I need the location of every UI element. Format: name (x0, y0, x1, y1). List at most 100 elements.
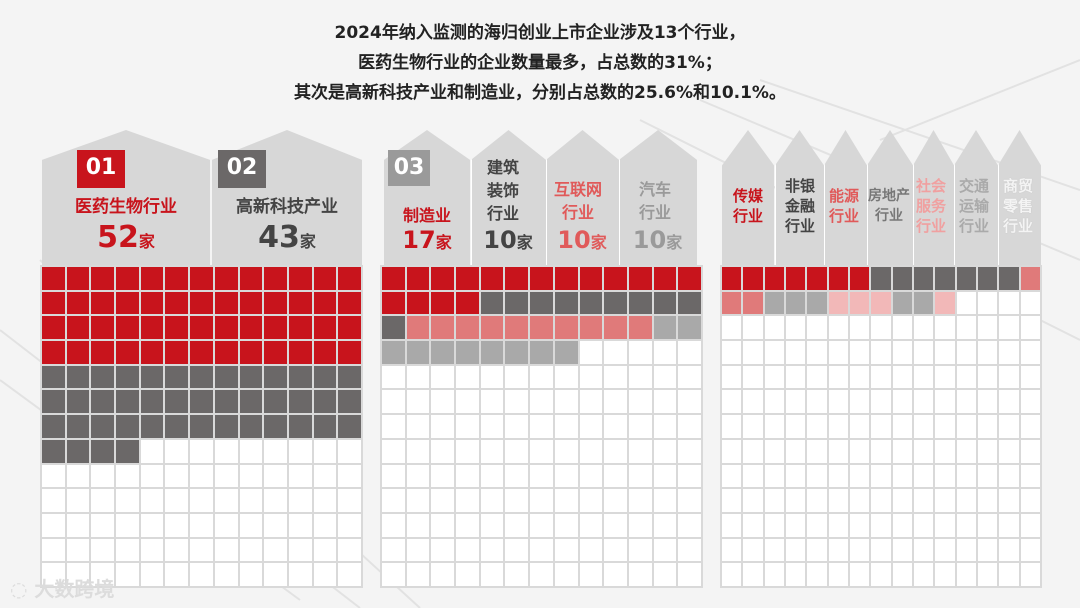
industry-label-energy: 能源行业 (828, 187, 859, 225)
count-hightech: 43家 (212, 220, 362, 255)
waffle-cell (678, 415, 701, 438)
waffle-cell (313, 439, 337, 463)
waffle-cell (628, 390, 652, 414)
waffle-cell (999, 563, 1019, 586)
waffle-cell (313, 415, 337, 438)
waffle-cell (871, 316, 891, 340)
waffle-cell (722, 464, 742, 488)
waffle-cell (956, 267, 976, 290)
waffle-cell (628, 439, 652, 463)
waffle-cell (850, 390, 870, 414)
waffle-cell (956, 563, 976, 586)
waffle-cell (1020, 489, 1040, 512)
waffle-cell (91, 563, 115, 586)
waffle-cell (530, 464, 553, 488)
waffle-cell (786, 267, 806, 290)
waffle-cell (42, 267, 65, 290)
waffle-cell (480, 291, 504, 315)
waffle-cell (264, 415, 287, 438)
waffle-cell (935, 341, 955, 364)
waffle-cell (579, 513, 603, 537)
waffle-cell (239, 489, 263, 512)
waffle-cell (935, 563, 955, 586)
waffle-cell (406, 291, 430, 315)
waffle-cell (140, 439, 164, 463)
waffle-cell (764, 365, 784, 389)
waffle-cell (239, 390, 263, 414)
waffle-cell (530, 489, 553, 512)
waffle-cell (678, 316, 701, 340)
waffle-cell (807, 316, 827, 340)
waffle-cell (807, 267, 827, 290)
waffle-cell (66, 341, 90, 364)
waffle-cell (456, 316, 479, 340)
waffle-cell (828, 291, 848, 315)
waffle-cell (140, 291, 164, 315)
waffle-cell (850, 365, 870, 389)
waffle-cell (871, 390, 891, 414)
waffle-cell (892, 439, 912, 463)
waffle-cell (313, 316, 337, 340)
waffle-cell (66, 291, 90, 315)
waffle-cell (678, 513, 701, 537)
waffle-cell (480, 316, 504, 340)
waffle-cell (935, 365, 955, 389)
waffle-cell (480, 341, 504, 364)
waffle-cell (382, 563, 405, 586)
waffle-cell (1020, 563, 1040, 586)
waffle-cell (456, 341, 479, 364)
waffle-cell (505, 316, 529, 340)
headline-line-1: 2024年纳入监测的海归创业上市企业涉及13个行业， (334, 23, 746, 43)
waffle-cell (850, 464, 870, 488)
waffle-cell (828, 489, 848, 512)
waffle-cell (264, 341, 287, 364)
count-auto-unit: 家 (666, 233, 683, 252)
waffle-cell (628, 513, 652, 537)
waffle-cell (786, 439, 806, 463)
waffle-cell (116, 267, 139, 290)
waffle-cell (66, 563, 90, 586)
waffle-cell (604, 563, 627, 586)
waffle-cell (91, 267, 115, 290)
waffle-cell (743, 316, 763, 340)
waffle-cell (786, 341, 806, 364)
count-pharma: 52家 (42, 220, 210, 255)
waffle-cell (978, 267, 998, 290)
waffle-cell (554, 341, 578, 364)
waffle-cell (807, 464, 827, 488)
waffle-cell (999, 390, 1019, 414)
waffle-cell (743, 464, 763, 488)
waffle-cell (264, 489, 287, 512)
headline-line-2: 医药生物行业的企业数量最多，占总数的31%； (358, 53, 722, 73)
waffle-cell (914, 390, 934, 414)
waffle-cell (871, 439, 891, 463)
waffle-cell (190, 267, 213, 290)
waffle-cell (978, 513, 998, 537)
waffle-cell (935, 390, 955, 414)
waffle-cell (807, 439, 827, 463)
waffle-cell (871, 538, 891, 562)
waffle-cell (505, 365, 529, 389)
waffle-cell (554, 439, 578, 463)
waffle-cell (914, 316, 934, 340)
waffle-cell (871, 267, 891, 290)
waffle-cell (382, 489, 405, 512)
waffle-cell (1020, 365, 1040, 389)
count-hightech-number: 43 (258, 220, 300, 255)
waffle-cell (978, 291, 998, 315)
waffle-cell (480, 415, 504, 438)
count-internet-unit: 家 (590, 233, 607, 252)
rank-badge-03: 03 (388, 150, 430, 186)
count-auto: 10家 (619, 226, 696, 254)
waffle-cell (480, 464, 504, 488)
industry-label-auto: 汽车行业 (638, 180, 671, 222)
waffle-cell (892, 316, 912, 340)
waffle-cell (190, 538, 213, 562)
waffle-grid-2 (382, 267, 701, 586)
waffle-cell (313, 464, 337, 488)
waffle-cell (140, 415, 164, 438)
waffle-cell (91, 464, 115, 488)
waffle-cell (264, 390, 287, 414)
waffle-cell (190, 415, 213, 438)
waffle-cell (579, 538, 603, 562)
